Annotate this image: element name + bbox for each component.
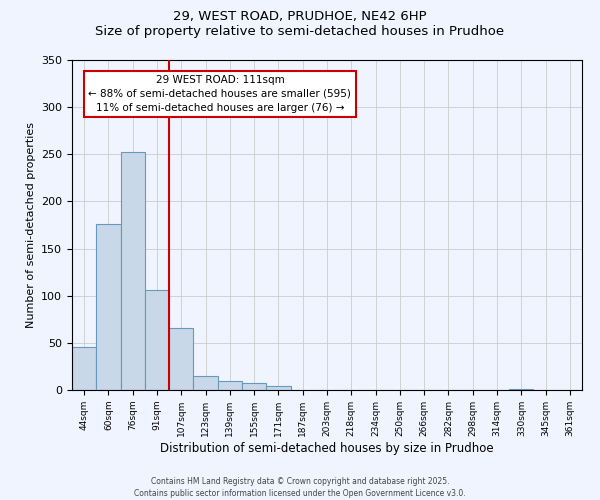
X-axis label: Distribution of semi-detached houses by size in Prudhoe: Distribution of semi-detached houses by … [160, 442, 494, 454]
Bar [509, 389, 533, 390]
Bar [169, 328, 193, 390]
Bar [96, 224, 121, 390]
Bar [72, 346, 96, 390]
Bar [121, 152, 145, 390]
Bar [266, 386, 290, 390]
Bar [218, 380, 242, 390]
Text: 29, WEST ROAD, PRUDHOE, NE42 6HP
Size of property relative to semi-detached hous: 29, WEST ROAD, PRUDHOE, NE42 6HP Size of… [95, 10, 505, 38]
Y-axis label: Number of semi-detached properties: Number of semi-detached properties [26, 122, 35, 328]
Bar [193, 376, 218, 390]
Bar [242, 384, 266, 390]
Text: Contains HM Land Registry data © Crown copyright and database right 2025.
Contai: Contains HM Land Registry data © Crown c… [134, 476, 466, 498]
Bar [145, 290, 169, 390]
Text: 29 WEST ROAD: 111sqm
← 88% of semi-detached houses are smaller (595)
11% of semi: 29 WEST ROAD: 111sqm ← 88% of semi-detac… [88, 75, 352, 113]
